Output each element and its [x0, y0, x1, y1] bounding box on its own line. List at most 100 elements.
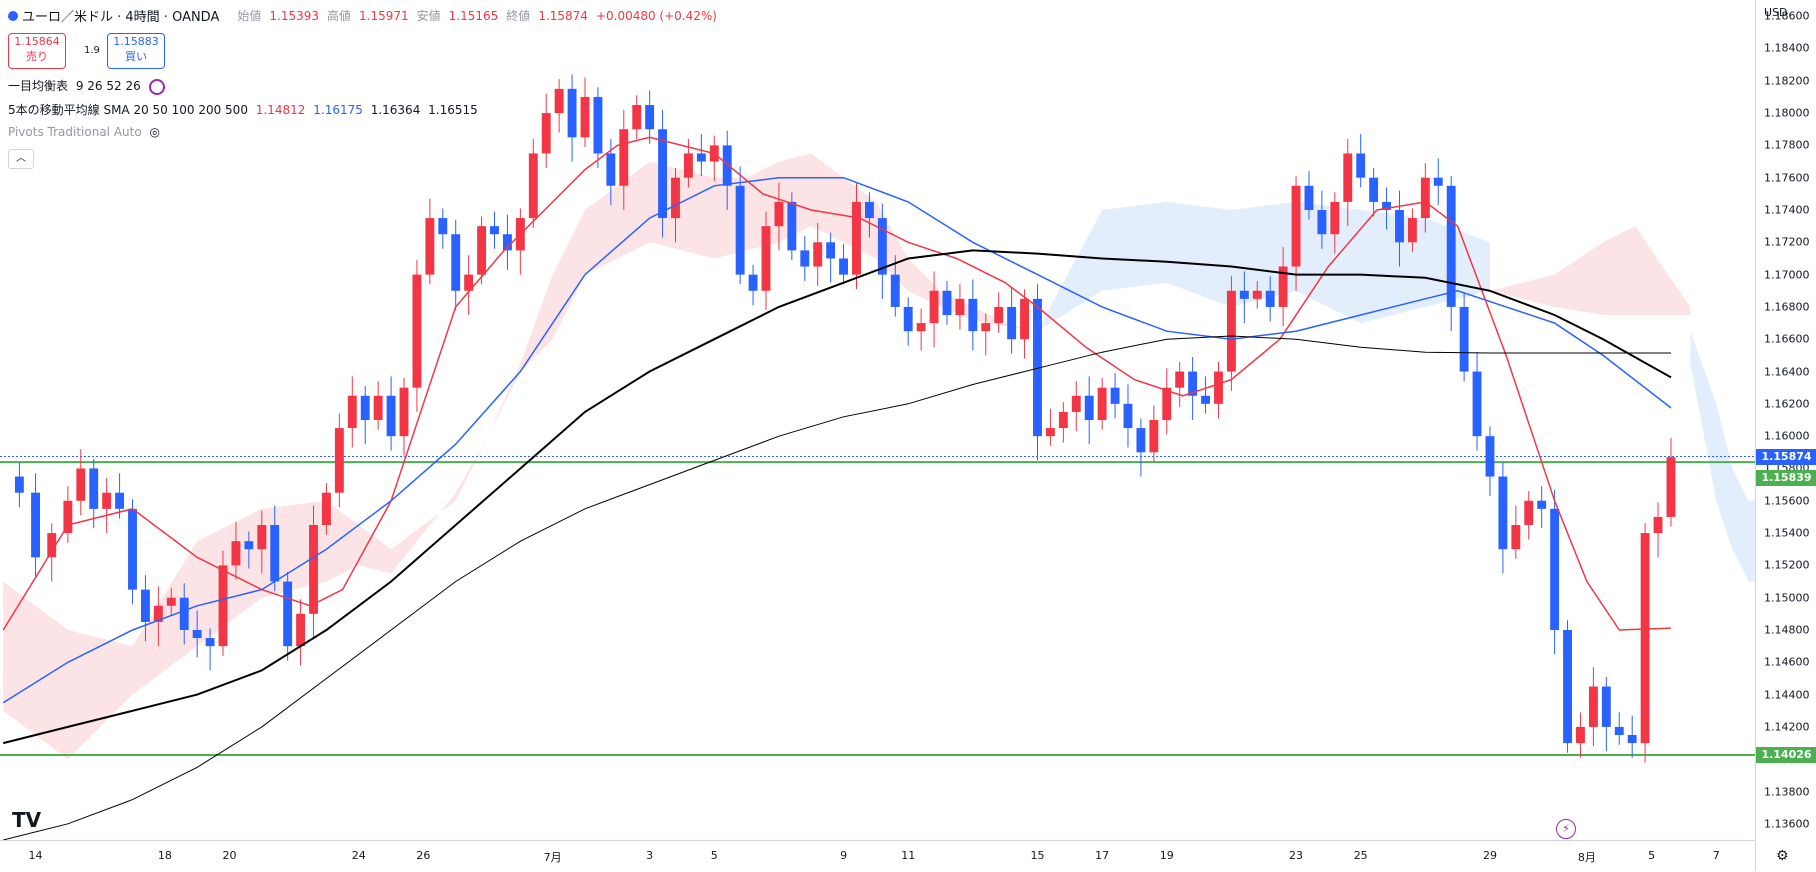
candle-body — [1407, 218, 1417, 243]
price-tick-label: 1.17000 — [1764, 268, 1810, 282]
candle-body — [1420, 177, 1430, 219]
candle-body — [1576, 726, 1585, 744]
price-tick-label: 1.17800 — [1764, 138, 1810, 152]
candle-body — [1071, 395, 1081, 412]
candle-body — [1278, 266, 1288, 307]
time-tick-label: 24 — [351, 849, 366, 862]
candle-body — [1136, 428, 1146, 453]
candle-body — [567, 88, 577, 138]
refresh-icon[interactable] — [148, 78, 165, 95]
candle-body — [748, 274, 758, 291]
buy-label: 買い — [125, 50, 147, 63]
currency-selector[interactable]: USD — [1764, 6, 1788, 19]
candle-body — [1601, 686, 1611, 727]
sma50-value: 1.16175 — [313, 103, 363, 117]
candle-body — [774, 201, 784, 227]
ichimoku-name: 一目均衡表 — [8, 79, 69, 93]
price-tick-label: 1.17600 — [1764, 171, 1810, 185]
candle-body — [942, 290, 952, 315]
candle-body — [1382, 201, 1391, 210]
candle-body — [1058, 411, 1068, 429]
candle-body — [1588, 686, 1598, 727]
candle-body — [1110, 387, 1120, 404]
candle-body — [464, 274, 474, 291]
low-value: 1.15165 — [448, 8, 499, 23]
candle-body — [321, 492, 331, 525]
candle-body — [1252, 290, 1262, 299]
sma-name: 5本の移動平均線 SMA 20 50 100 200 500 — [8, 103, 248, 117]
candle-body — [128, 508, 137, 590]
time-tick-label: 7 — [1712, 849, 1720, 862]
kumo-cloud-3 — [1690, 331, 1755, 582]
sma-line-sma100 — [2, 249, 1672, 745]
price-tick-label: 1.18400 — [1764, 41, 1810, 55]
price-tick-label: 1.14600 — [1764, 655, 1810, 669]
candle-body — [218, 565, 228, 647]
time-tick-label: 17 — [1095, 849, 1110, 862]
time-tick-label: 8月 — [1577, 851, 1596, 864]
price-chart[interactable] — [0, 0, 1755, 840]
time-tick-label: 5 — [710, 849, 718, 862]
candle-body — [1550, 508, 1560, 630]
candle-body — [1653, 516, 1663, 534]
candle-body — [554, 88, 564, 114]
candle-body — [1627, 735, 1637, 744]
collapse-legend-button[interactable]: ︿ — [8, 149, 34, 169]
candle-body — [1433, 177, 1443, 186]
candle-body — [903, 306, 913, 332]
candle-body — [386, 395, 396, 437]
price-tick-label: 1.17200 — [1764, 235, 1810, 249]
lightning-icon[interactable]: ⚡ — [1556, 819, 1576, 839]
sma20-value: 1.14812 — [255, 103, 306, 117]
candle-body — [1317, 210, 1327, 235]
candle-body — [800, 250, 810, 267]
ichimoku-legend[interactable]: 一目均衡表 9 26 52 26 — [8, 77, 169, 95]
pivots-legend[interactable]: Pivots Traditional Auto ◎ — [8, 125, 164, 139]
time-tick-label: 29 — [1482, 849, 1497, 862]
candle-body — [968, 298, 978, 332]
candle-body — [192, 630, 202, 639]
time-tick-label: 19 — [1159, 849, 1174, 862]
close-value: 1.15874 — [538, 8, 588, 23]
candle-body — [153, 605, 163, 622]
change-value: +0.00480 (+0.42%) — [595, 8, 717, 23]
candle-body — [877, 218, 887, 275]
candle-body — [852, 201, 861, 275]
candle-body — [1446, 185, 1456, 307]
candle-body — [1395, 210, 1404, 243]
price-tick-label: 1.14800 — [1764, 623, 1810, 637]
candle-body — [76, 468, 86, 501]
price-tick-label: 1.13800 — [1764, 785, 1810, 799]
candle-body — [438, 218, 448, 235]
candle-body — [231, 541, 241, 566]
candle-body — [425, 218, 435, 275]
candle-body — [334, 428, 344, 493]
buy-button[interactable]: 1.15883 買い — [107, 33, 165, 69]
price-tick-label: 1.18200 — [1764, 74, 1810, 88]
candle-body — [671, 177, 680, 219]
candle-body — [451, 234, 461, 291]
sell-button[interactable]: 1.15864 売り — [8, 33, 66, 69]
settings-gear-icon[interactable]: ⚙ — [1776, 848, 1789, 864]
candle-body — [1304, 185, 1314, 210]
candle-body — [399, 387, 409, 437]
hidden-eye-icon[interactable]: ◎ — [149, 125, 160, 139]
candle-body — [632, 105, 642, 130]
candle-body — [257, 525, 267, 550]
time-tick-label: 14 — [28, 849, 43, 862]
symbol-logo-icon[interactable] — [8, 10, 18, 21]
price-axis[interactable]: USD 1.18600 1.18400 1.18200 1.18000 1.17800 1… — [1755, 0, 1816, 871]
sma-legend[interactable]: 5本の移動平均線 SMA 20 50 100 200 500 1.14812 1… — [8, 101, 482, 118]
candle-body — [696, 153, 706, 162]
sma-line-sma20 — [2, 136, 1672, 631]
price-tick-label: 1.14200 — [1764, 720, 1810, 734]
symbol-title[interactable]: ユーロ／米ドル · 4時間 · OANDA — [22, 10, 220, 25]
candle-body — [283, 581, 293, 647]
price-tick-label: 1.17400 — [1764, 203, 1810, 217]
candle-body — [490, 226, 499, 235]
time-tick-label: 15 — [1030, 849, 1045, 862]
candle-body — [580, 96, 590, 138]
time-axis[interactable]: 14 18 20 24 26 7月 3 5 9 11 15 17 19 23 25 29 8月 5 7 — [0, 840, 1755, 872]
sell-label: 売り — [26, 50, 48, 63]
candle-body — [115, 492, 125, 509]
